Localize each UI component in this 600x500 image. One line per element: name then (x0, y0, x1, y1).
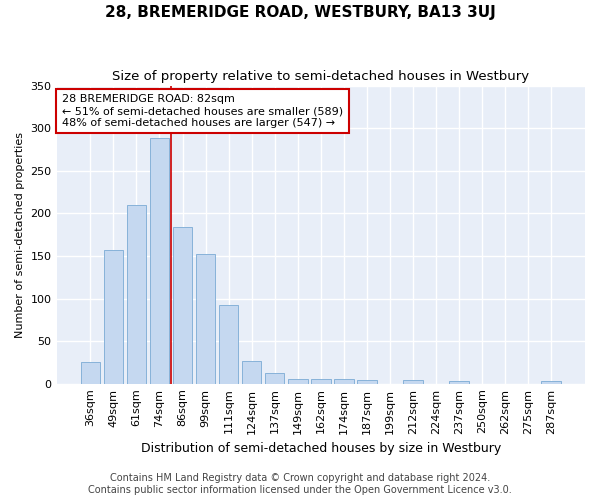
X-axis label: Distribution of semi-detached houses by size in Westbury: Distribution of semi-detached houses by … (140, 442, 501, 455)
Text: 28, BREMERIDGE ROAD, WESTBURY, BA13 3UJ: 28, BREMERIDGE ROAD, WESTBURY, BA13 3UJ (104, 5, 496, 20)
Bar (288, 378, 308, 384)
Text: 28 BREMERIDGE ROAD: 82sqm
← 51% of semi-detached houses are smaller (589)
48% of: 28 BREMERIDGE ROAD: 82sqm ← 51% of semi-… (62, 94, 343, 128)
Text: Contains HM Land Registry data © Crown copyright and database right 2024.
Contai: Contains HM Land Registry data © Crown c… (88, 474, 512, 495)
Bar (541, 381, 561, 384)
Bar (196, 254, 215, 384)
Bar (334, 380, 353, 384)
Bar (265, 372, 284, 384)
Bar (403, 380, 423, 384)
Bar (104, 250, 123, 384)
Bar (80, 362, 100, 384)
Bar (449, 381, 469, 384)
Bar (357, 380, 377, 384)
Bar (219, 306, 238, 384)
Bar (127, 205, 146, 384)
Bar (173, 227, 193, 384)
Bar (149, 138, 169, 384)
Y-axis label: Number of semi-detached properties: Number of semi-detached properties (15, 132, 25, 338)
Bar (311, 378, 331, 384)
Bar (242, 360, 262, 384)
Title: Size of property relative to semi-detached houses in Westbury: Size of property relative to semi-detach… (112, 70, 529, 83)
